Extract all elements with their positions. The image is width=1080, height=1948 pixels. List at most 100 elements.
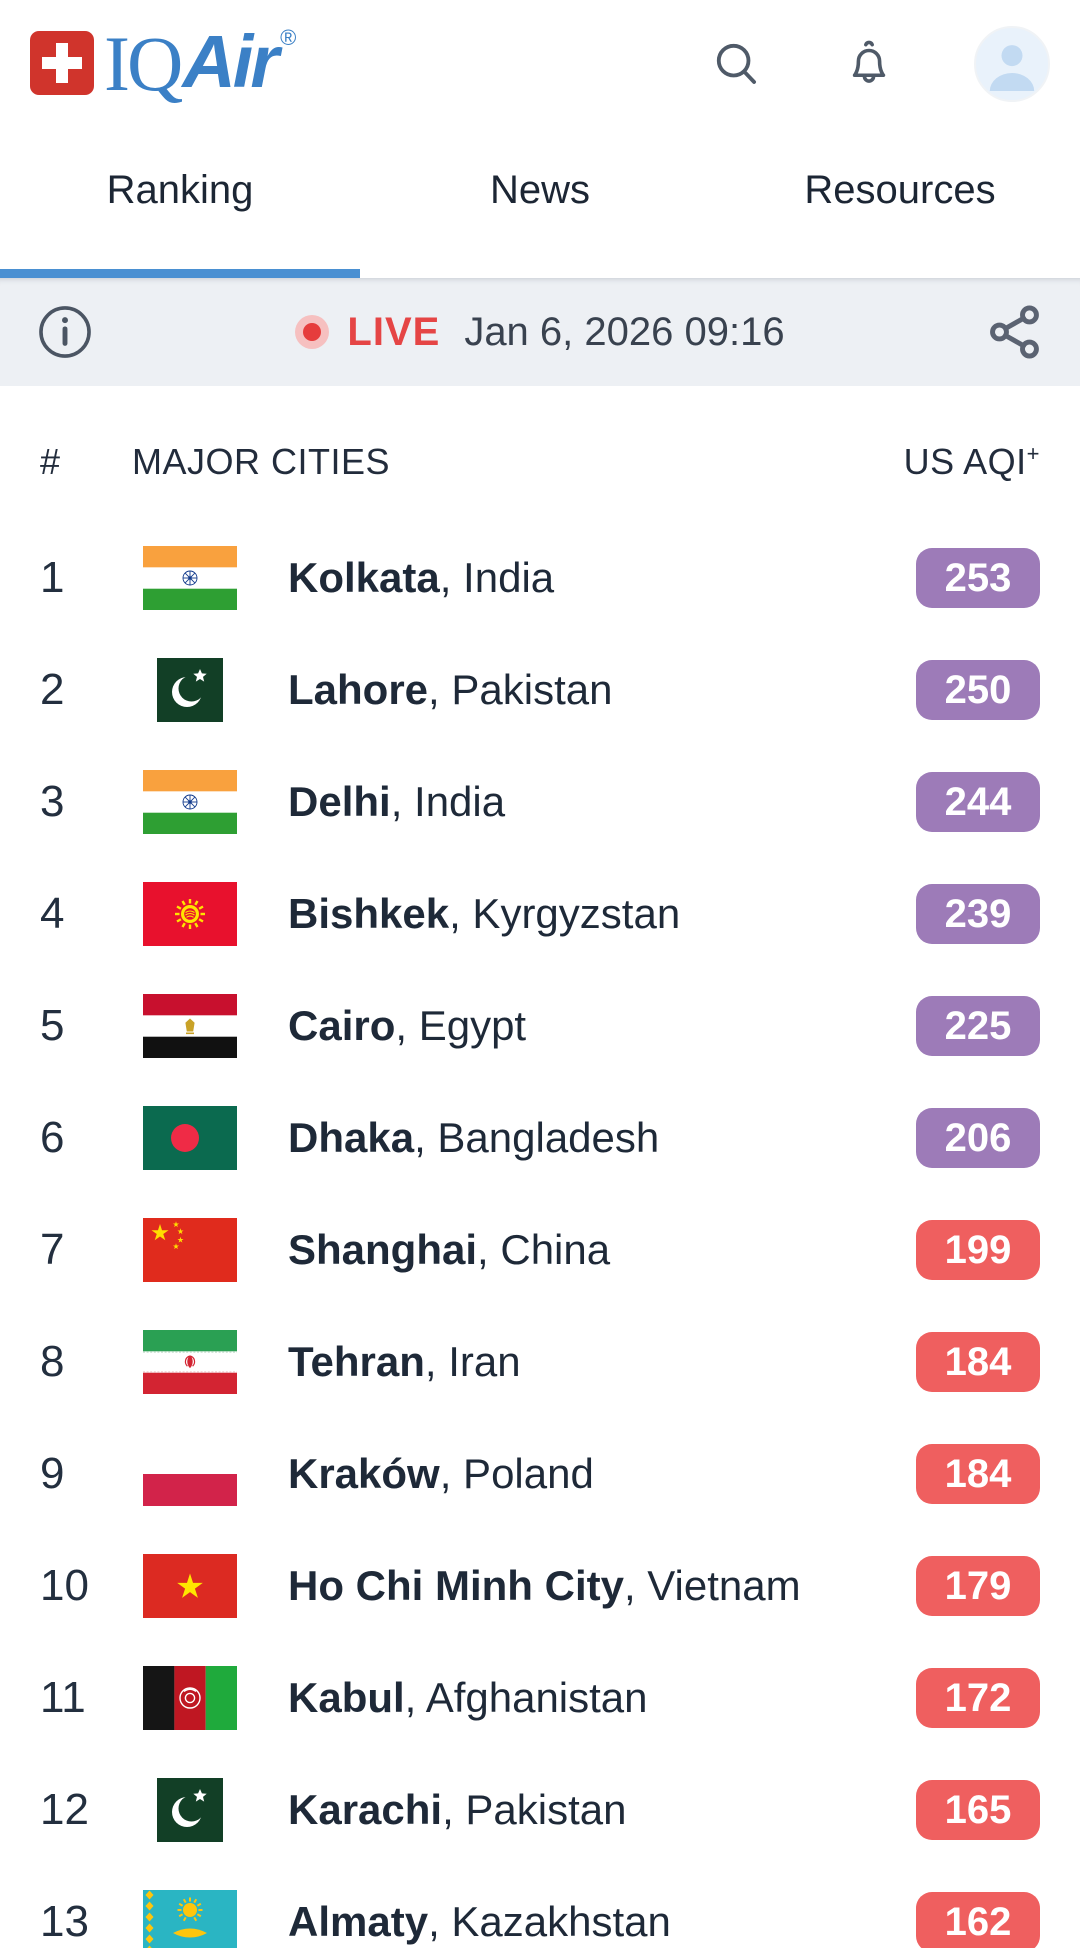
city-name: Lahore bbox=[288, 666, 429, 713]
app-header: IQ Air ® bbox=[0, 0, 1080, 128]
city-cell: Bishkek, Kyrgyzstan bbox=[288, 890, 916, 938]
ranking-row[interactable]: 9 Kraków, Poland 184 bbox=[0, 1418, 1080, 1530]
city-name: Kraków bbox=[288, 1450, 440, 1497]
flag-cell bbox=[132, 770, 248, 834]
tab-resources[interactable]: Resources bbox=[804, 168, 996, 212]
aqi-badge: 199 bbox=[916, 1220, 1040, 1280]
ranking-row[interactable]: 4 Bishkek, Kyrgyzstan 239 bbox=[0, 858, 1080, 970]
flag-cell bbox=[132, 1330, 248, 1394]
city-name: Karachi bbox=[288, 1786, 443, 1833]
flag-cell bbox=[132, 1218, 248, 1282]
city-name: Kabul bbox=[288, 1674, 405, 1721]
country-name: , Vietnam bbox=[623, 1562, 801, 1609]
flag-cell bbox=[132, 1106, 248, 1170]
row-rank: 13 bbox=[40, 1897, 89, 1946]
nav-tabs: Ranking News Resources bbox=[0, 128, 1080, 278]
ranking-row[interactable]: 3 Delhi, India 244 bbox=[0, 746, 1080, 858]
flag-pakistan-icon bbox=[157, 658, 223, 722]
city-name: Bishkek bbox=[288, 890, 450, 937]
country-name: , Kazakhstan bbox=[428, 1898, 671, 1945]
flag-poland-icon bbox=[143, 1442, 237, 1506]
aqi-badge: 184 bbox=[916, 1332, 1040, 1392]
row-rank: 3 bbox=[40, 777, 65, 826]
city-name: Shanghai bbox=[288, 1226, 478, 1273]
city-cell: Kabul, Afghanistan bbox=[288, 1674, 916, 1722]
ranking-row[interactable]: 11 Kabul, Afghanistan 172 bbox=[0, 1642, 1080, 1754]
live-bar: LIVE Jan 6, 2026 09:16 bbox=[0, 278, 1080, 386]
aqi-badge: 250 bbox=[916, 660, 1040, 720]
country-name: , China bbox=[477, 1226, 611, 1273]
row-rank: 9 bbox=[40, 1449, 65, 1498]
flag-iran-icon bbox=[143, 1330, 237, 1394]
flag-pakistan-icon bbox=[157, 1778, 223, 1842]
city-name: Delhi bbox=[288, 778, 391, 825]
live-label: LIVE bbox=[347, 309, 441, 354]
swiss-cross-icon bbox=[30, 31, 94, 95]
aqi-badge: 165 bbox=[916, 1780, 1040, 1840]
live-status: LIVE Jan 6, 2026 09:16 bbox=[96, 310, 984, 355]
ranking-table-body: 1 Kolkata, India 253 2 Lahore, Pakistan … bbox=[0, 522, 1080, 1948]
column-rank: # bbox=[40, 441, 61, 482]
ranking-row[interactable]: 7 Shanghai, China 199 bbox=[0, 1194, 1080, 1306]
aqi-badge: 244 bbox=[916, 772, 1040, 832]
row-rank: 11 bbox=[40, 1673, 86, 1722]
country-name: , India bbox=[390, 778, 506, 825]
brand-text: IQ Air ® bbox=[104, 25, 296, 103]
aqi-badge: 206 bbox=[916, 1108, 1040, 1168]
country-name: , Afghanistan bbox=[404, 1674, 648, 1721]
city-cell: Dhaka, Bangladesh bbox=[288, 1114, 916, 1162]
row-rank: 8 bbox=[40, 1337, 65, 1386]
country-name: , Bangladesh bbox=[414, 1114, 660, 1161]
flag-india-icon bbox=[143, 546, 237, 610]
ranking-row[interactable]: 13 Almaty, Kazakhstan 162 bbox=[0, 1866, 1080, 1948]
country-name: , Kyrgyzstan bbox=[449, 890, 681, 937]
ranking-row[interactable]: 2 Lahore, Pakistan 250 bbox=[0, 634, 1080, 746]
flag-cell bbox=[132, 1778, 248, 1842]
city-name: Dhaka bbox=[288, 1114, 415, 1161]
live-timestamp: Jan 6, 2026 09:16 bbox=[464, 309, 785, 354]
aqi-badge: 172 bbox=[916, 1668, 1040, 1728]
city-name: Tehran bbox=[288, 1338, 425, 1385]
row-rank: 10 bbox=[40, 1561, 89, 1610]
city-cell: Ho Chi Minh City, Vietnam bbox=[288, 1562, 916, 1610]
city-name: Kolkata bbox=[288, 554, 440, 601]
row-rank: 7 bbox=[40, 1225, 65, 1274]
flag-cell bbox=[132, 658, 248, 722]
bell-icon[interactable] bbox=[842, 37, 896, 91]
row-rank: 1 bbox=[40, 553, 65, 602]
flag-cell bbox=[132, 1666, 248, 1730]
country-name: , Poland bbox=[439, 1450, 594, 1497]
ranking-row[interactable]: 10 Ho Chi Minh City, Vietnam 179 bbox=[0, 1530, 1080, 1642]
aqi-badge: 239 bbox=[916, 884, 1040, 944]
ranking-row[interactable]: 8 Tehran, Iran 184 bbox=[0, 1306, 1080, 1418]
iqair-logo[interactable]: IQ Air ® bbox=[30, 25, 296, 103]
city-cell: Delhi, India bbox=[288, 778, 916, 826]
ranking-row[interactable]: 1 Kolkata, India 253 bbox=[0, 522, 1080, 634]
row-rank: 6 bbox=[40, 1113, 65, 1162]
flag-bangladesh-icon bbox=[143, 1106, 237, 1170]
city-cell: Tehran, Iran bbox=[288, 1338, 916, 1386]
table-header: # MAJOR CITIES US AQI+ bbox=[0, 438, 1080, 486]
flag-cell bbox=[132, 1442, 248, 1506]
column-aqi: US AQI+ bbox=[903, 441, 1040, 482]
search-icon[interactable] bbox=[710, 37, 764, 91]
column-cities: MAJOR CITIES bbox=[132, 441, 391, 482]
city-cell: Cairo, Egypt bbox=[288, 1002, 916, 1050]
ranking-row[interactable]: 5 Cairo, Egypt 225 bbox=[0, 970, 1080, 1082]
ranking-row[interactable]: 12 Karachi, Pakistan 165 bbox=[0, 1754, 1080, 1866]
tab-news[interactable]: News bbox=[489, 168, 591, 212]
city-name: Ho Chi Minh City bbox=[288, 1562, 624, 1609]
flag-india-icon bbox=[143, 770, 237, 834]
city-cell: Shanghai, China bbox=[288, 1226, 916, 1274]
info-icon[interactable] bbox=[34, 301, 96, 363]
ranking-row[interactable]: 6 Dhaka, Bangladesh 206 bbox=[0, 1082, 1080, 1194]
country-name: , Pakistan bbox=[428, 666, 613, 713]
share-icon[interactable] bbox=[984, 301, 1046, 363]
city-cell: Almaty, Kazakhstan bbox=[288, 1898, 916, 1946]
city-name: Almaty bbox=[288, 1898, 429, 1945]
flag-afghanistan-icon bbox=[143, 1666, 237, 1730]
country-name: , Pakistan bbox=[442, 1786, 627, 1833]
tab-ranking[interactable]: Ranking bbox=[0, 128, 360, 278]
avatar[interactable] bbox=[974, 26, 1050, 102]
country-name: , Iran bbox=[424, 1338, 521, 1385]
